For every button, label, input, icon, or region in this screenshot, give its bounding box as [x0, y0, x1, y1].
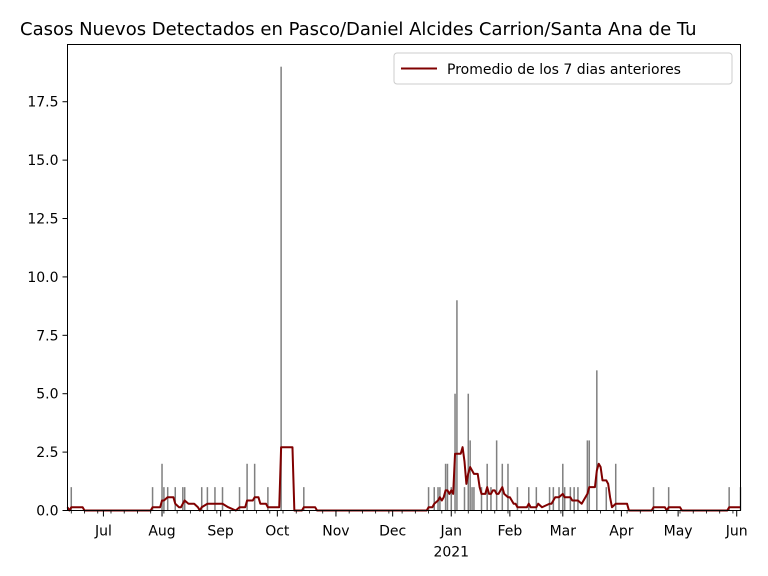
chart-title: Casos Nuevos Detectados en Pasco/Daniel …: [20, 19, 697, 40]
bar: [174, 487, 177, 511]
bar: [182, 487, 184, 511]
bar: [558, 487, 560, 511]
y-tick-label: 0.0: [36, 504, 58, 520]
bar: [214, 487, 216, 511]
bar: [161, 463, 163, 511]
bar: [528, 487, 530, 511]
bar: [444, 463, 447, 511]
bar: [253, 463, 256, 511]
y-tick-label: 12.5: [27, 212, 58, 228]
bar: [427, 487, 430, 511]
bar: [548, 487, 551, 511]
bar: [652, 487, 655, 511]
axes-frame: [67, 44, 741, 511]
bar: [183, 487, 186, 511]
bar: [151, 487, 154, 511]
bar: [246, 463, 248, 511]
x-tick-label: Jul: [94, 524, 112, 540]
x-axis: Jul Aug Sep Oct Nov Dec Jan Feb Mar Apr May Jun 2021: [70, 510, 748, 561]
bar: [303, 487, 305, 511]
bar: [454, 393, 456, 511]
bar: [456, 300, 458, 511]
x-tick-label: May: [664, 524, 693, 540]
bar: [471, 487, 473, 511]
bar: [614, 463, 617, 511]
y-axis: 0.0 2.5 5.0 7.5 10.0 12.5 15.0 17.5: [27, 95, 68, 520]
bar: [573, 487, 575, 511]
legend: Promedio de los 7 dias anteriores: [393, 52, 733, 85]
x-tick-label: Feb: [497, 524, 522, 540]
x-tick-label: Jun: [725, 524, 748, 540]
bar: [480, 487, 483, 511]
bar: [563, 487, 566, 511]
bar-series: [70, 66, 742, 511]
bar: [206, 487, 209, 511]
bar: [200, 487, 203, 511]
bar: [166, 487, 169, 511]
bar: [490, 487, 492, 511]
y-tick-label: 15.0: [27, 153, 58, 169]
x-tick-label: Nov: [322, 524, 349, 540]
bar: [586, 440, 589, 511]
x-tick-label: Aug: [148, 524, 175, 540]
bar: [163, 487, 165, 511]
x-tick-label: Dec: [379, 524, 406, 540]
bar: [280, 66, 282, 511]
x-tick-label: Mar: [550, 524, 577, 540]
bar: [507, 463, 509, 511]
legend-box: [393, 52, 733, 85]
bar: [450, 487, 453, 511]
bar: [469, 440, 471, 511]
bar: [596, 370, 598, 511]
y-tick-label: 17.5: [27, 95, 58, 111]
bar: [221, 487, 224, 511]
y-tick-label: 7.5: [36, 328, 58, 344]
line-layer: [66, 446, 741, 512]
bar: [70, 487, 73, 511]
bar: [605, 487, 608, 511]
bar: [238, 487, 241, 511]
x-tick-label: Apr: [609, 524, 633, 540]
x-tick-label: Oct: [265, 524, 290, 540]
bar: [728, 487, 730, 511]
legend-label: Promedio de los 7 dias anteriores: [447, 62, 681, 78]
bar: [495, 440, 498, 511]
bar: [667, 487, 670, 511]
bar: [562, 463, 564, 511]
bar: [535, 487, 538, 511]
plot-area: [67, 44, 741, 511]
bar: [467, 393, 470, 511]
bar: [588, 440, 591, 511]
x-tick-label: Sep: [207, 524, 234, 540]
bar: [267, 487, 269, 511]
y-tick-label: 5.0: [36, 387, 58, 403]
series-line-rolling-average: [66, 446, 741, 512]
bar: [463, 487, 466, 511]
x-year-label: 2021: [433, 545, 469, 561]
bar: [446, 463, 449, 511]
y-tick-label: 2.5: [36, 445, 58, 461]
y-tick-label: 10.0: [27, 270, 58, 286]
bar: [577, 487, 579, 511]
bar: [473, 487, 475, 511]
x-tick-label: Jan: [439, 524, 462, 540]
bar: [516, 487, 519, 511]
bar: [433, 487, 435, 511]
